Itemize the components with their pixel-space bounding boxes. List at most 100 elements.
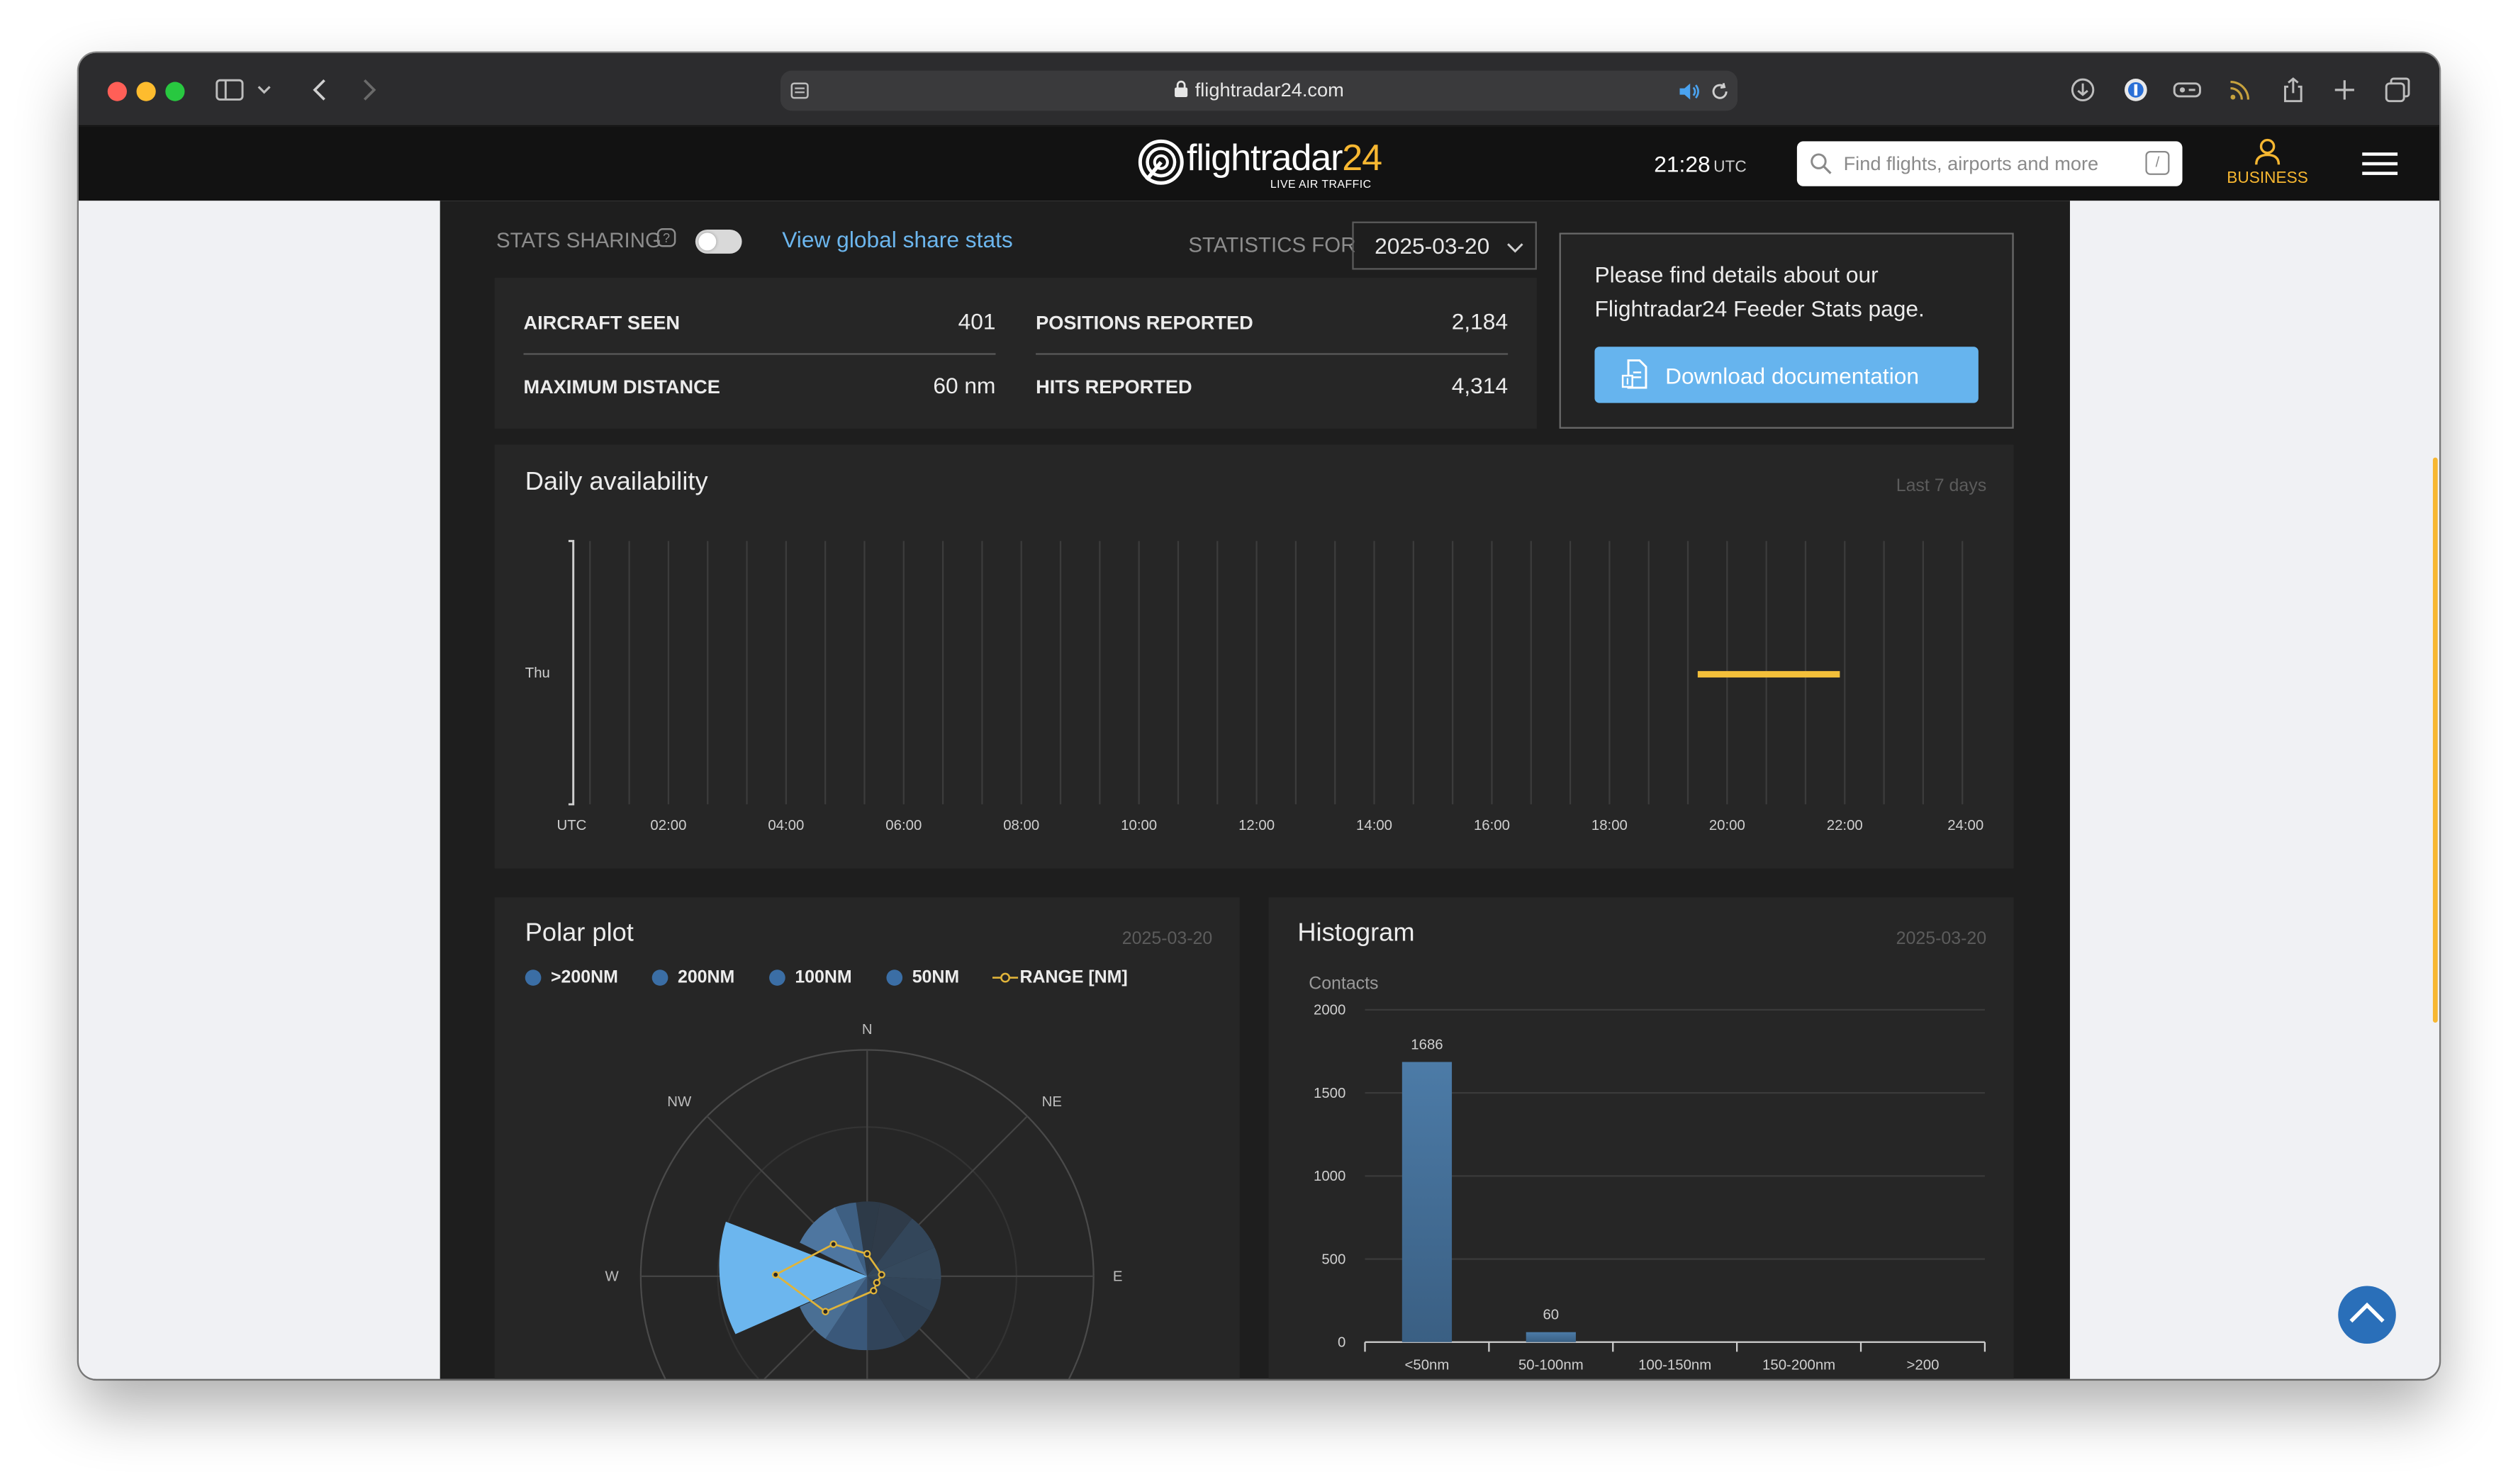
radar-logo-icon (1138, 139, 1184, 185)
zoom-window-button[interactable] (165, 81, 185, 101)
feeder-stats-content: STATS SHARING ? View global share stats … (440, 201, 2070, 1379)
daily-availability-title: Daily availability (525, 468, 708, 496)
info-text: Please find details about our Flightrada… (1594, 262, 1925, 322)
page-scrollbar[interactable] (2432, 457, 2438, 1023)
chevron-down-icon[interactable] (254, 74, 273, 106)
logo-subtitle: LIVE AIR TRAFFIC (1270, 179, 1372, 191)
tab-overview-icon[interactable] (2381, 74, 2413, 106)
daily-availability-chart: Thu UTC 02:00 04:00 06:00 08:00 10:00 12:00 14:0… (525, 539, 1983, 833)
audio-icon[interactable] (1678, 80, 1701, 109)
selected-date: 2025-03-20 (1375, 232, 1490, 259)
reader-icon[interactable] (790, 80, 810, 109)
user-icon (2255, 138, 2281, 165)
availability-tick-label: 16:00 (1474, 818, 1510, 833)
histogram-category-label: 150-200nm (1762, 1357, 1835, 1373)
maximum-distance-value: 60 nm (933, 372, 996, 398)
legend-100nm[interactable]: 100NM (795, 967, 852, 988)
download-documentation-button[interactable]: Download documentation (1594, 347, 1979, 403)
aircraft-seen-value: 401 (958, 308, 996, 335)
back-icon[interactable] (303, 74, 335, 106)
logo-wordmark: flightradar24 (1187, 137, 1382, 180)
site-logo[interactable]: flightradar24 LIVE AIR TRAFFIC (1137, 137, 1382, 195)
divider (1036, 353, 1509, 355)
availability-tick-label: 24:00 (1947, 818, 1983, 833)
stats-summary-card: AIRCRAFT SEEN 401 MAXIMUM DISTANCE 60 nm… (494, 277, 1537, 429)
direction-label-e: E (1113, 1269, 1123, 1285)
document-download-icon (1621, 359, 1647, 389)
availability-row-bracket (568, 539, 575, 806)
polar-sectors (719, 1201, 941, 1351)
availability-tick-label: 02:00 (650, 818, 686, 833)
search-placeholder: Find flights, airports and more (1843, 152, 2099, 175)
legend-200nm[interactable]: 200NM (677, 967, 735, 988)
histogram-date: 2025-03-20 (1896, 929, 1987, 949)
close-window-button[interactable] (107, 81, 127, 101)
legend-marker-200nm (651, 969, 668, 986)
extension-icon[interactable] (2171, 74, 2203, 106)
downloads-icon[interactable] (2066, 74, 2098, 106)
svg-text:?: ? (663, 231, 670, 245)
reload-icon[interactable] (1711, 80, 1730, 109)
direction-label-n: N (862, 1022, 873, 1038)
stats-sharing-label: STATS SHARING (496, 227, 661, 252)
positions-reported-value: 2,184 (1451, 308, 1509, 335)
histogram-category-label: <50nm (1405, 1357, 1450, 1373)
polar-plot-title: Polar plot (525, 920, 634, 948)
legend-50nm[interactable]: 50NM (912, 967, 960, 988)
availability-tick-label: 12:00 (1238, 818, 1275, 833)
availability-tick-label: 20:00 (1709, 818, 1745, 833)
histogram-y-tick-label: 500 (1321, 1252, 1345, 1267)
lock-icon (1175, 80, 1188, 98)
availability-tick-label: UTC (557, 818, 587, 833)
positions-reported-label: POSITIONS REPORTED (1036, 311, 1253, 335)
direction-label-ne: NE (1042, 1094, 1062, 1110)
legend-marker-over-200nm (525, 969, 542, 986)
site-header: flightradar24 LIVE AIR TRAFFIC 21:28 UTC … (78, 126, 2439, 201)
availability-tick-label: 08:00 (1003, 818, 1039, 833)
address-bar[interactable]: flightradar24.com (780, 70, 1738, 111)
availability-range-label: Last 7 days (1896, 476, 1987, 496)
page-viewport: flightradar24 LIVE AIR TRAFFIC 21:28 UTC … (78, 126, 2439, 1379)
view-global-share-stats-link[interactable]: View global share stats (782, 226, 1013, 252)
new-tab-icon[interactable] (2329, 74, 2361, 106)
histogram-bar-value-label: 60 (1543, 1308, 1559, 1323)
share-icon[interactable] (2277, 74, 2309, 106)
forward-icon[interactable] (353, 74, 385, 106)
logo-text: flightradar (1187, 136, 1343, 179)
availability-tick-label: 04:00 (768, 818, 804, 833)
legend-range[interactable]: RANGE [NM] (1019, 967, 1128, 988)
polar-plot-date: 2025-03-20 (1121, 929, 1213, 949)
clock-zone: UTC (1713, 159, 1747, 177)
histogram-y-axis-title: Contacts (1309, 973, 1378, 993)
rss-icon[interactable] (2224, 74, 2256, 106)
date-select[interactable]: 2025-03-20 (1352, 221, 1537, 270)
availability-tick-label: 10:00 (1121, 818, 1157, 833)
business-button[interactable]: BUSINESS (2221, 138, 2314, 193)
hits-reported-value: 4,314 (1451, 372, 1509, 398)
download-documentation-label: Download documentation (1665, 362, 1920, 389)
hits-reported-label: HITS REPORTED (1036, 376, 1192, 398)
histogram-category-label: 50-100nm (1518, 1357, 1584, 1373)
sidebar-icon[interactable] (213, 74, 245, 106)
toggle-knob (698, 232, 717, 251)
minimize-window-button[interactable] (136, 81, 156, 101)
histogram-bar (1401, 1062, 1453, 1342)
polar-plot-chart: N NW NE W E (605, 1022, 1123, 1379)
polar-plot-card: Polar plot 2025-03-20 >200NM 200NM 100NM… (494, 897, 1240, 1379)
legend-over-200nm[interactable]: >200NM (550, 967, 618, 988)
clock-time: 21:28 (1654, 150, 1711, 177)
search-shortcut-badge: / (2145, 150, 2170, 175)
search-icon (1811, 153, 1832, 174)
search-input[interactable]: Find flights, airports and more / (1796, 141, 2183, 186)
url-label: flightradar24.com (1194, 78, 1344, 101)
maximum-distance-label: MAXIMUM DISTANCE (523, 376, 720, 398)
help-icon[interactable]: ? (656, 228, 676, 247)
back-to-top-button[interactable] (2338, 1286, 2396, 1344)
histogram-y-tick-label: 2000 (1314, 1003, 1345, 1018)
password-manager-icon[interactable] (2120, 74, 2152, 106)
menu-icon[interactable] (2362, 152, 2398, 176)
stats-sharing-toggle[interactable] (695, 229, 742, 254)
chevron-up-icon (2349, 1302, 2385, 1323)
legend-marker-100nm (769, 969, 785, 986)
browser-window: flightradar24.com (78, 52, 2439, 1379)
